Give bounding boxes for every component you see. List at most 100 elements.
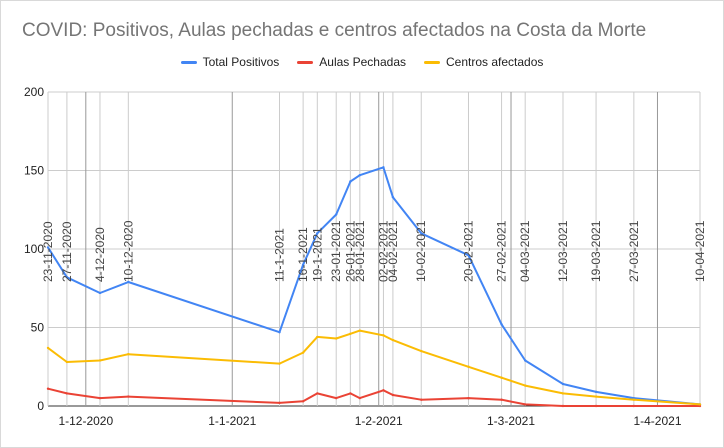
data-point: [335, 396, 338, 400]
y-tick-label: 50: [31, 321, 45, 335]
x-date-label: 23-01-2021: [329, 220, 343, 282]
x-tick-label: 1-2-2021: [355, 414, 403, 428]
data-point: [594, 390, 598, 394]
data-point: [65, 392, 69, 395]
x-date-label: 04-03-2021: [518, 220, 532, 282]
data-point: [349, 332, 352, 335]
data-point: [420, 349, 423, 353]
x-date-label: 19-03-2021: [589, 220, 603, 282]
chart-legend: Total Positivos Aulas Pechadas Centros afe…: [0, 55, 724, 69]
x-date-label: 11-1-2021: [273, 228, 287, 282]
x-date-label: 23-11-2020: [41, 221, 55, 282]
x-date-label: 28-01-2021: [353, 220, 367, 282]
data-point: [127, 280, 130, 284]
data-point: [349, 392, 352, 395]
data-point: [420, 232, 423, 235]
x-tick-label: 1-3-2021: [487, 414, 535, 428]
data-point: [98, 359, 102, 362]
data-point: [467, 365, 470, 368]
x-tick-label: 1-4-2021: [633, 414, 681, 428]
data-point: [467, 396, 470, 400]
series-line: [47, 387, 700, 407]
x-date-label: 02-02-2021: [376, 220, 390, 282]
data-point: [46, 246, 50, 249]
data-point: [46, 346, 50, 350]
legend-label: Aulas Pechadas: [319, 55, 407, 69]
x-date-label: 10-12-2020: [121, 220, 135, 282]
y-tick-label: 200: [24, 85, 44, 99]
data-point: [278, 362, 281, 365]
x-date-label: 27-03-2021: [627, 220, 641, 282]
legend-swatch: [424, 60, 441, 64]
data-point: [278, 331, 281, 334]
legend-label: Centros afectados: [446, 55, 544, 69]
data-point: [335, 337, 338, 340]
data-point: [301, 351, 305, 354]
data-point: [523, 359, 527, 362]
data-point: [301, 400, 305, 403]
data-point: [523, 403, 527, 406]
x-date-label: 10-02-2021: [414, 220, 428, 282]
data-point: [358, 329, 362, 332]
x-date-label: 16-1-2021: [296, 227, 310, 282]
data-point: [420, 398, 423, 401]
data-point: [358, 174, 362, 177]
y-tick-label: 100: [24, 242, 44, 256]
data-point: [500, 323, 503, 326]
data-point: [349, 180, 352, 183]
legend-swatch: [180, 60, 197, 64]
series-line: [47, 166, 701, 406]
y-tick-label: 0: [37, 399, 44, 413]
x-date-label: 04-02-2021: [386, 220, 400, 282]
data-point: [127, 352, 130, 356]
data-point: [46, 387, 50, 390]
data-point: [358, 396, 362, 400]
data-point: [382, 389, 385, 392]
data-point: [594, 395, 598, 398]
data-point: [278, 401, 281, 405]
data-point: [316, 232, 319, 235]
legend-item: Total Positivos: [180, 55, 280, 69]
legend-label: Total Positivos: [202, 55, 280, 69]
x-date-label: 10-04-2021: [693, 220, 707, 282]
y-tick-label: 150: [24, 164, 44, 178]
x-date-label: 27-02-2021: [495, 220, 509, 282]
data-point: [594, 404, 598, 408]
data-point: [632, 404, 636, 408]
x-date-label: 26-01-2021: [343, 220, 357, 282]
data-point: [127, 395, 130, 398]
data-point: [65, 360, 69, 364]
data-point: [382, 334, 385, 337]
data-point: [561, 382, 565, 386]
chart-title: COVID: Positivos, Aulas pechadas e centr…: [22, 20, 647, 41]
data-point: [391, 195, 395, 199]
data-point: [561, 392, 565, 395]
data-point: [523, 384, 527, 387]
x-tick-label: 1-12-2020: [58, 414, 113, 428]
data-point: [561, 404, 565, 408]
x-date-label: 12-03-2021: [556, 220, 570, 282]
data-point: [382, 166, 385, 169]
data-point: [316, 392, 319, 395]
data-point: [98, 396, 102, 400]
data-point: [467, 254, 470, 257]
series-line: [47, 329, 701, 406]
legend-item: Aulas Pechadas: [297, 55, 406, 69]
data-point: [500, 376, 503, 379]
data-point: [391, 338, 395, 342]
x-date-label: 4-12-2020: [93, 227, 107, 282]
data-point: [301, 263, 305, 266]
data-point: [698, 403, 702, 406]
legend-item: Centros afectados: [424, 55, 543, 69]
legend-swatch: [297, 60, 314, 64]
x-date-label: 20-02-2021: [462, 220, 476, 282]
x-tick-label: 1-1-2021: [208, 414, 256, 428]
data-point: [335, 213, 338, 216]
data-point: [316, 335, 319, 339]
data-point: [391, 393, 395, 397]
data-point: [500, 398, 503, 401]
data-point: [632, 398, 636, 401]
x-date-label: 27-11-2020: [60, 221, 74, 282]
